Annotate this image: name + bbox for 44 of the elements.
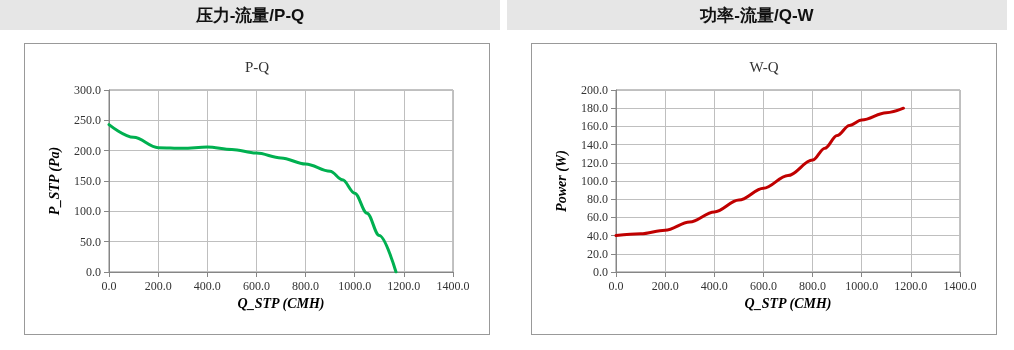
chart-subtitle: W-Q bbox=[749, 58, 779, 75]
y-tick-label: 200.0 bbox=[581, 83, 608, 97]
x-axis-title: Q_STP (CMH) bbox=[744, 296, 832, 313]
y-tick-label: 20.0 bbox=[587, 246, 608, 261]
y-axis-title: P_STP (Pa) bbox=[46, 146, 63, 216]
y-tick-label: 300.0 bbox=[74, 83, 101, 97]
x-tick-label: 1200.0 bbox=[894, 279, 928, 293]
y-tick-label: 100.0 bbox=[581, 174, 608, 188]
y-tick-label: 50.0 bbox=[80, 234, 101, 249]
x-tick-label: 800.0 bbox=[799, 279, 827, 293]
y-tick-label: 180.0 bbox=[581, 101, 608, 116]
x-tick-label: 400.0 bbox=[193, 279, 221, 293]
x-tick-label: 600.0 bbox=[749, 279, 777, 293]
line-series bbox=[107, 123, 398, 274]
x-tick-label: 400.0 bbox=[700, 279, 728, 293]
chart-subtitle: P-Q bbox=[244, 58, 270, 75]
x-tick-label: 0.0 bbox=[101, 279, 117, 293]
x-tick-label: 0.0 bbox=[608, 279, 624, 293]
y-tick-label: 120.0 bbox=[581, 155, 608, 170]
chart-title: 压力-流量/P-Q bbox=[0, 0, 500, 30]
x-tick-label: 800.0 bbox=[292, 279, 320, 293]
y-tick-label: 0.0 bbox=[86, 265, 101, 279]
y-tick-label: 100.0 bbox=[74, 204, 101, 219]
y-tick-label: 140.0 bbox=[581, 137, 608, 152]
y-tick-label: 200.0 bbox=[74, 143, 101, 158]
x-tick-label: 1000.0 bbox=[845, 279, 879, 293]
y-axis-title: Power (W) bbox=[553, 150, 570, 212]
y-tick-label: 60.0 bbox=[587, 210, 608, 225]
x-axis-title: Q_STP (CMH) bbox=[237, 296, 325, 313]
y-tick-label: 250.0 bbox=[74, 113, 101, 128]
x-tick-label: 200.0 bbox=[144, 279, 172, 293]
x-tick-label: 1200.0 bbox=[387, 279, 421, 293]
chart-title: 功率-流量/Q-W bbox=[507, 0, 1007, 30]
y-tick-label: 150.0 bbox=[74, 174, 101, 188]
y-tick-label: 80.0 bbox=[587, 192, 608, 207]
x-tick-label: 200.0 bbox=[651, 279, 679, 293]
x-tick-label: 600.0 bbox=[242, 279, 270, 293]
x-tick-label: 1400.0 bbox=[436, 279, 470, 293]
x-tick-label: 1000.0 bbox=[338, 279, 372, 293]
x-tick-label: 1400.0 bbox=[943, 279, 977, 293]
y-tick-label: 40.0 bbox=[587, 228, 608, 243]
y-tick-label: 160.0 bbox=[581, 119, 608, 134]
y-tick-label: 0.0 bbox=[593, 265, 608, 279]
line-series bbox=[614, 106, 905, 238]
